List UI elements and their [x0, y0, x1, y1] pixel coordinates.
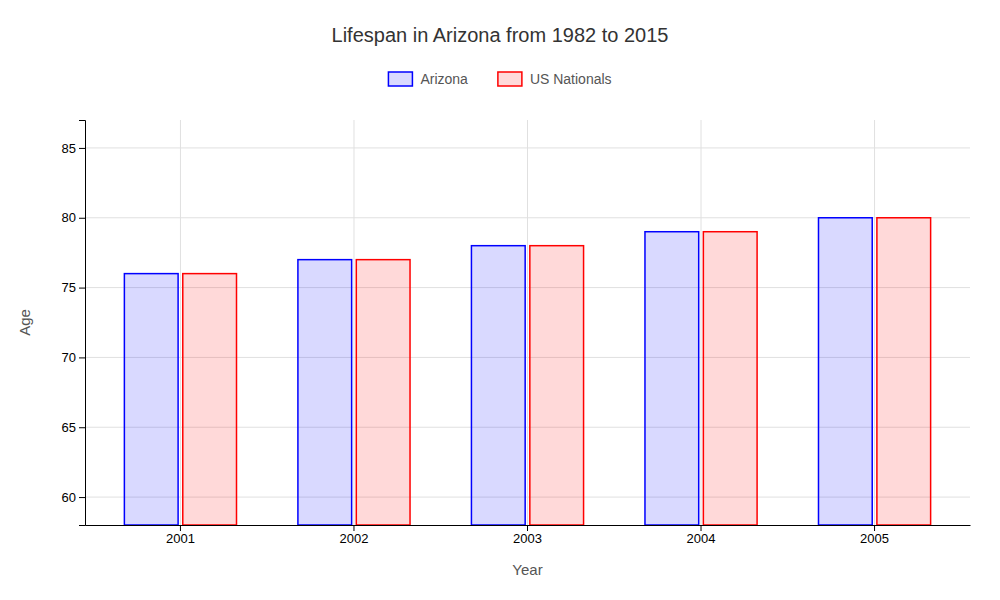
tick-label: 2001 — [166, 531, 195, 546]
tick-label: 2002 — [340, 531, 369, 546]
y-axis: 60 65 70 75 80 85 — [62, 121, 86, 526]
tick: 70 — [62, 350, 85, 365]
legend-label: US Nationals — [530, 71, 612, 87]
tick-mark — [79, 357, 85, 358]
tick-mark — [874, 525, 875, 531]
bar — [124, 274, 178, 525]
bar — [298, 260, 352, 525]
tick-mark — [79, 427, 85, 428]
bar — [703, 232, 757, 525]
tick-label: 75 — [62, 280, 76, 295]
y-axis-title: Age — [16, 309, 33, 336]
tick: 2005 — [860, 525, 889, 546]
axis-line — [79, 121, 86, 526]
x-axis: 2001 2002 2003 2004 2005 — [86, 525, 971, 546]
grid-line — [180, 120, 181, 525]
tick-mark — [79, 497, 85, 498]
tick-label: 2003 — [513, 531, 542, 546]
tick-mark — [527, 525, 528, 531]
tick-label: 65 — [62, 420, 76, 435]
bar — [877, 218, 931, 525]
bar-series — [183, 218, 931, 525]
bar — [183, 274, 237, 525]
tick-mark — [353, 525, 354, 531]
title: Lifespan in Arizona from 1982 to 2015 — [332, 24, 669, 46]
bar — [471, 246, 525, 525]
tick-label: 80 — [62, 210, 76, 225]
grid-line — [527, 120, 528, 525]
tick: 60 — [62, 490, 85, 505]
tick: 2004 — [687, 525, 716, 546]
tick: 80 — [62, 210, 85, 225]
tick: 2002 — [340, 525, 369, 546]
tick-mark — [79, 218, 85, 219]
bar-series — [124, 218, 872, 525]
tick: 2001 — [166, 525, 195, 546]
grid — [85, 120, 970, 525]
tick-label: 85 — [62, 141, 76, 156]
tick-label: 60 — [62, 490, 76, 505]
tick: 85 — [62, 141, 85, 156]
bar — [645, 232, 699, 525]
tick-mark — [79, 288, 85, 289]
chart: Lifespan in Arizona from 1982 to 2015 200… — [0, 0, 1000, 600]
legend-swatch — [498, 72, 522, 86]
tick-label: 2004 — [687, 531, 716, 546]
bar — [818, 218, 872, 525]
grid-line — [353, 120, 354, 525]
legend: Arizona US Nationals — [388, 71, 611, 87]
tick: 65 — [62, 420, 85, 435]
grid-line — [874, 120, 875, 525]
tick-label: 2005 — [860, 531, 889, 546]
tick-mark — [180, 525, 181, 531]
tick-mark — [701, 525, 702, 531]
bars — [124, 218, 930, 525]
tick-label: 70 — [62, 350, 76, 365]
bar — [356, 260, 410, 525]
tick: 2003 — [513, 525, 542, 546]
legend-swatch — [388, 72, 412, 86]
legend-item: Arizona — [388, 71, 468, 87]
x-axis-title: Year — [512, 561, 542, 578]
legend-label: Arizona — [420, 71, 468, 87]
tick-mark — [79, 148, 85, 149]
tick: 75 — [62, 280, 85, 295]
legend-item: US Nationals — [498, 71, 612, 87]
grid-line — [701, 120, 702, 525]
bar — [530, 246, 584, 525]
